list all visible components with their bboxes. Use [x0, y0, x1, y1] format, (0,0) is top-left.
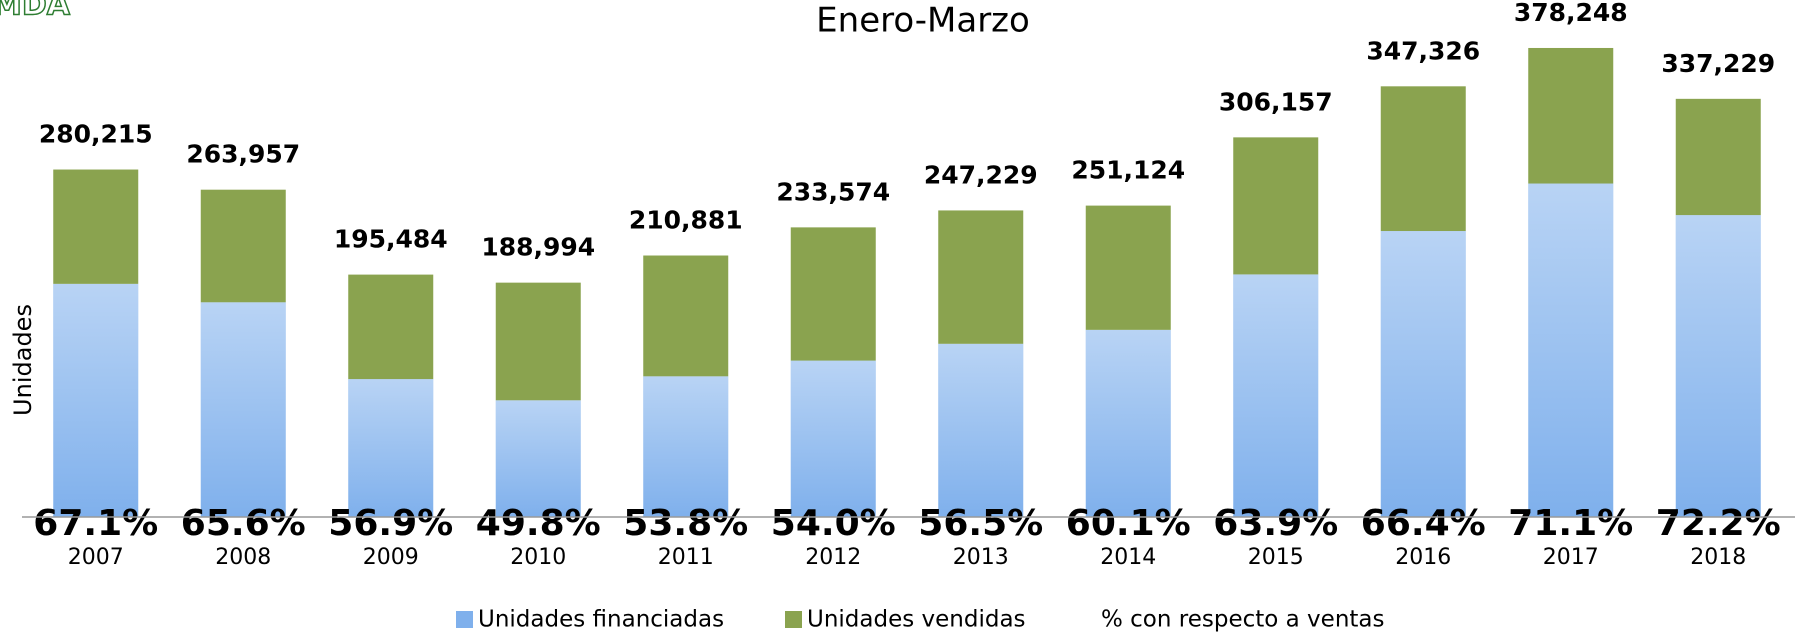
bar-shine [200, 302, 286, 517]
bar-shine [495, 400, 581, 517]
legend-label: Unidades vendidas [807, 607, 1026, 633]
bar-segment [1380, 86, 1466, 232]
bar-shine [1380, 231, 1466, 517]
percent-label: 54.0% [771, 503, 896, 544]
total-label: 306,157 [1219, 87, 1333, 116]
x-tick-label: 2018 [1690, 545, 1746, 570]
x-tick-label: 2008 [215, 545, 271, 570]
x-tick-label: 2011 [658, 545, 714, 570]
chart-title: Enero-Marzo [816, 1, 1030, 41]
bar-segment [1233, 137, 1319, 275]
logo: MDA [0, 0, 71, 23]
percent-label: 65.6% [181, 503, 306, 544]
total-label: 263,957 [186, 140, 300, 169]
total-label: 247,229 [924, 160, 1038, 189]
bar-segment [200, 189, 286, 303]
bar-shine [1528, 183, 1614, 517]
bar-segment [790, 227, 876, 361]
percent-label: 49.8% [476, 503, 601, 544]
percent-label: 67.1% [33, 503, 158, 544]
bar-segment [643, 255, 729, 377]
total-label: 347,326 [1366, 36, 1480, 65]
bar-shine [938, 343, 1024, 517]
legend-label: Unidades financiadas [478, 607, 724, 633]
bar-shine [1675, 215, 1761, 517]
bar-shine [1233, 274, 1319, 517]
bar-segment [53, 169, 139, 284]
total-label: 188,994 [481, 233, 595, 262]
x-tick-label: 2007 [68, 545, 124, 570]
bar-segment [1085, 205, 1171, 330]
percent-label: 66.4% [1361, 503, 1486, 544]
x-tick-label: 2015 [1248, 545, 1304, 570]
y-axis-label: Unidades [9, 304, 37, 416]
x-tick-label: 2012 [805, 545, 861, 570]
percent-label: 53.8% [623, 503, 748, 544]
percent-label: 72.2% [1656, 503, 1781, 544]
total-label: 337,229 [1661, 49, 1775, 78]
bar-segment [938, 210, 1024, 344]
bar-segment [348, 274, 434, 380]
bar-segment [1528, 47, 1614, 184]
bar-segment [1675, 98, 1761, 216]
total-label: 378,248 [1514, 0, 1628, 27]
bar-segment [495, 282, 581, 401]
x-tick-label: 2009 [363, 545, 419, 570]
legend-swatch [456, 611, 473, 628]
percent-label: 71.1% [1508, 503, 1633, 544]
total-label: 280,215 [39, 120, 153, 149]
legend-swatch [785, 611, 802, 628]
bar-shine [790, 360, 876, 517]
x-tick-label: 2013 [953, 545, 1009, 570]
x-tick-label: 2014 [1100, 545, 1156, 570]
percent-label: 56.5% [918, 503, 1043, 544]
bar-shine [1085, 329, 1171, 517]
percent-label: 56.9% [328, 503, 453, 544]
total-label: 195,484 [334, 225, 448, 254]
bar-shine [643, 376, 729, 517]
total-label: 233,574 [776, 177, 890, 206]
legend-label: % con respecto a ventas [1101, 607, 1385, 633]
bar-shine [348, 379, 434, 517]
bar-shine [53, 283, 139, 517]
percent-label: 63.9% [1213, 503, 1338, 544]
x-tick-label: 2017 [1543, 545, 1599, 570]
percent-label: 60.1% [1066, 503, 1191, 544]
x-tick-label: 2010 [510, 545, 566, 570]
total-label: 210,881 [629, 206, 743, 235]
x-tick-label: 2016 [1395, 545, 1451, 570]
total-label: 251,124 [1071, 156, 1185, 185]
